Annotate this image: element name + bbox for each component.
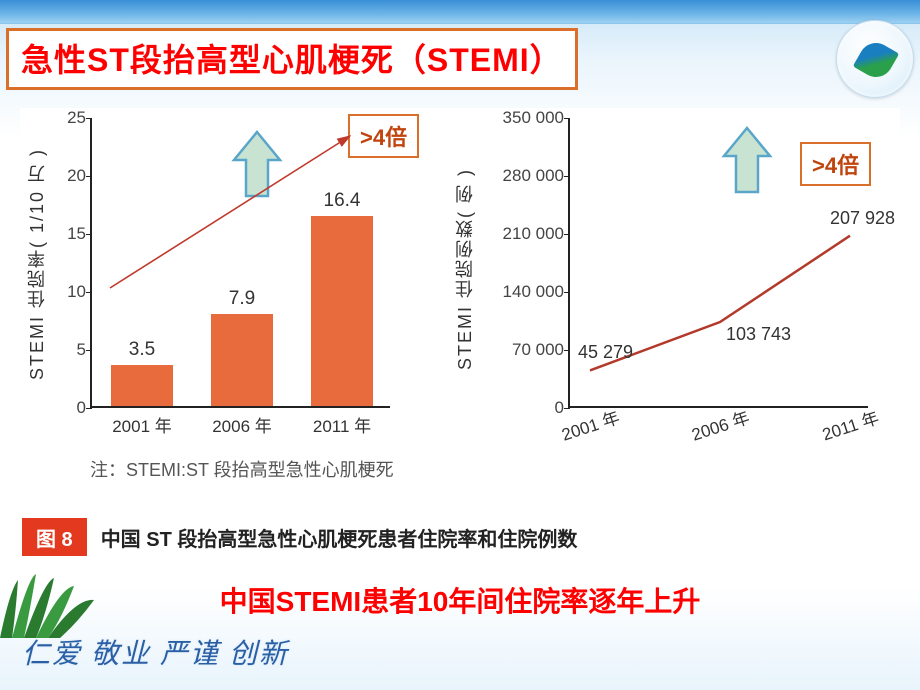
top-gloss-bar [0,0,920,24]
bar-chart-ytick: 0 [56,398,86,418]
up-arrow-icon [720,126,774,198]
slide-title-box: 急性ST段抬高型心肌梗死（STEMI） [6,28,578,90]
figure-caption-bar: 图 8 中国 ST 段抬高型急性心肌梗死患者住院率和住院例数 [22,518,591,556]
line-chart-xtick: 2006 年 [688,403,752,445]
line-chart-ytick: 0 [486,398,564,418]
line-chart-xtick: 2011 年 [818,404,881,446]
bar-chart-ytick: 15 [56,224,86,244]
motto-text: 仁爱 敬业 严谨 创新 [22,632,289,672]
line-chart-ytick: 70 000 [486,340,564,360]
bar-chart-ytick: 10 [56,282,86,302]
line-point-label: 207 928 [830,208,895,229]
figure-tag: 图 8 [22,518,87,556]
bar-chart-xtick: 2001 年 [96,412,188,437]
line-chart-ytick: 350 000 [486,108,564,128]
bar-chart-ylabel: STEMI 住院率( 1/10 万 ) [24,148,44,380]
trend-arrow-icon [100,128,360,298]
line-point-label: 45 279 [578,342,633,363]
bar-chart-note: 注：STEMI:ST 段抬高型急性心肌梗死 [90,456,394,482]
line-chart-ylabel: STEMI 住院例数( 例 ) [452,168,472,370]
line-chart-ytick: 210 000 [486,224,564,244]
hospital-logo [836,20,914,98]
bar-chart-ytick: 25 [56,108,86,128]
line-chart-ytick: 280 000 [486,166,564,186]
figure-caption: 中国 ST 段抬高型急性心肌梗死患者住院率和住院例数 [87,518,592,556]
slide-title: 急性ST段抬高型心肌梗死（STEMI） [21,42,563,78]
line-chart-ytick: 140 000 [486,282,564,302]
bar-chart-ytick: 20 [56,166,86,186]
chart-area: STEMI 住院率( 1/10 万 ) 0 5 10 15 20 25 3.5 2001 年 7… [20,108,900,568]
line-point-label: 103 743 [726,324,791,345]
bar-chart-ytick: 5 [56,340,86,360]
bottom-summary: 中国STEMI患者10年间住院率逐年上升 [0,580,920,620]
callout-right: >4倍 [800,142,871,186]
line-chart-xtick: 2001 年 [558,403,622,445]
bar-chart-xtick: 2006 年 [196,412,288,437]
bar-value-label: 3.5 [129,339,155,361]
bar-chart-xtick: 2011 年 [296,412,388,437]
